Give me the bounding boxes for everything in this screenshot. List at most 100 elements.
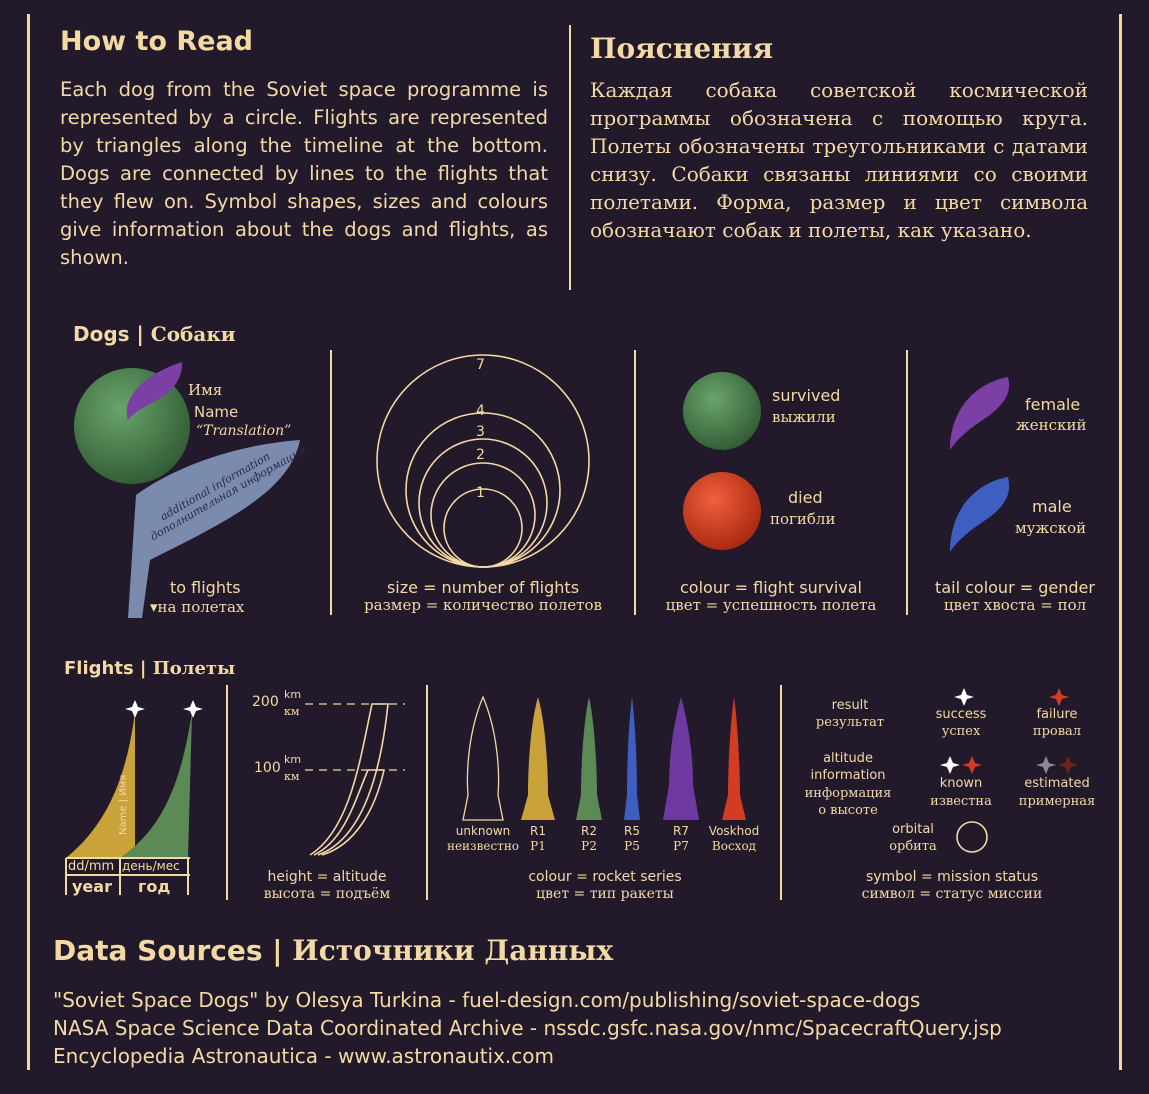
dogs-divider-1 [330, 350, 332, 615]
size-number-3: 3 [476, 424, 485, 440]
frame-right-rule [1119, 14, 1122, 1070]
rocket-caption-ru: цвет = тип ракеты [536, 886, 674, 902]
to-flights-en: to flights [170, 578, 241, 597]
tail-caption-ru: цвет хвоста = пол [943, 596, 1087, 614]
rocket-r7-en: R7 [673, 824, 689, 838]
date-ddmm: dd/mm [68, 859, 115, 874]
rocket-caption-en: colour = rocket series [528, 869, 682, 885]
flights-divider-1 [226, 685, 228, 900]
survived-circle [683, 372, 761, 450]
height-caption-ru: высота = подъём [263, 886, 391, 902]
male-ru: мужской [1015, 519, 1087, 537]
how-to-read-title: How to Read [60, 26, 253, 57]
rocket-r5-en: R5 [624, 824, 640, 838]
height-tick-100: 100 [254, 760, 281, 776]
rocket-unknown-ru: неизвестно [446, 839, 520, 853]
rocket-unknown-en: unknown [455, 824, 511, 838]
died-ru: погибли [770, 510, 836, 528]
rocket-r2-en: R2 [581, 824, 597, 838]
how-to-read-body: Each dog from the Soviet space programme… [60, 78, 548, 269]
date-ddmm-ru: день/мес [122, 859, 180, 873]
flights-heading: Flights | Полеты [64, 658, 235, 679]
known-en: known [939, 776, 983, 791]
height-caption-en: height = altitude [267, 869, 387, 885]
sources-heading-ru: Источники Данных [292, 934, 614, 967]
rocket-r5-ru: Р5 [624, 839, 640, 853]
flights-divider-3 [780, 685, 782, 900]
status-caption-en: symbol = mission status [865, 869, 1039, 885]
size-circle-1 [443, 488, 523, 568]
flight-triangle-r2 [120, 712, 192, 858]
orbital-icon [956, 821, 988, 853]
source-line: NASA Space Science Data Coordinated Arch… [53, 1016, 1002, 1040]
source-line: Encyclopedia Astronautica - www.astronau… [53, 1044, 554, 1068]
sources-heading: Data Sources | Источники Данных [53, 934, 613, 967]
known-ru: известна [930, 794, 992, 809]
altitude-curve-200 [309, 703, 389, 856]
colour-caption-ru: цвет = успешность полета [665, 596, 877, 614]
success-icon [954, 688, 974, 706]
failure-en: failure [1036, 707, 1078, 722]
size-number-7: 7 [476, 357, 485, 373]
result-en: result [831, 698, 869, 713]
estimated-en: estimated [1024, 776, 1090, 791]
died-en: died [788, 488, 823, 507]
failure-ru: провал [1032, 724, 1082, 739]
height-tick-200: 200 [252, 694, 279, 710]
rocket-r7 [663, 697, 699, 820]
estimated-success-icon [1036, 756, 1056, 774]
size-number-2: 2 [476, 447, 485, 463]
sources-heading-sep: | [262, 934, 293, 967]
anatomy-translation: “Translation” [196, 423, 292, 439]
size-number-1: 1 [476, 485, 485, 501]
height-unit-100-en: km [284, 753, 302, 766]
male-tail-icon [950, 477, 1010, 552]
dogs-heading-ru: Собаки [150, 322, 236, 346]
rocket-r2-ru: Р2 [581, 839, 597, 853]
female-en: female [1025, 395, 1081, 414]
known-failure-icon [962, 756, 982, 774]
to-flights-ru: ▾на полетах [150, 598, 245, 616]
dogs-heading-en: Dogs [73, 322, 130, 346]
estimated-ru: примерная [1018, 794, 1096, 809]
height-unit-200-en: km [284, 688, 302, 701]
size-number-4: 4 [476, 403, 485, 419]
survived-ru: выжили [772, 408, 836, 426]
height-unit-200-ru: км [284, 705, 300, 718]
success-ru: успех [941, 724, 981, 739]
status-caption-ru: символ = статус миссии [861, 886, 1043, 902]
poyasneniya-body: Каждая собака советской космической прог… [590, 78, 1088, 242]
dogs-heading-sep: | [129, 322, 151, 346]
date-year: year [72, 877, 112, 896]
rocket-unknown [462, 695, 504, 821]
date-year-ru: год [138, 877, 171, 896]
success-star-2 [183, 700, 203, 718]
flights-heading-ru: Полеты [152, 658, 236, 679]
result-ru: результат [815, 715, 885, 730]
rocket-r5 [624, 697, 640, 820]
male-en: male [1032, 497, 1072, 516]
survived-en: survived [772, 386, 841, 405]
colour-caption-en: colour = flight survival [680, 578, 862, 597]
female-ru: женский [1016, 416, 1087, 434]
rocket-voskhod-en: Voskhod [708, 824, 760, 838]
rocket-voskhod-ru: Восход [711, 839, 757, 853]
altitude-curve-100 [313, 769, 386, 856]
height-unit-100-ru: км [284, 770, 300, 783]
rocket-r1 [521, 697, 555, 820]
source-list: "Soviet Space Dogs" by Olesya Turkina - … [53, 986, 1113, 1070]
anatomy-tail-icon [126, 362, 183, 420]
sources-heading-en: Data Sources [53, 934, 263, 967]
female-tail-icon [950, 377, 1010, 450]
failure-icon [1049, 688, 1069, 706]
altitude-info-ru: информация о высоте [804, 786, 892, 818]
died-circle [683, 472, 761, 550]
additional-info-leaf [128, 440, 300, 618]
rocket-r1-en: R1 [530, 824, 546, 838]
